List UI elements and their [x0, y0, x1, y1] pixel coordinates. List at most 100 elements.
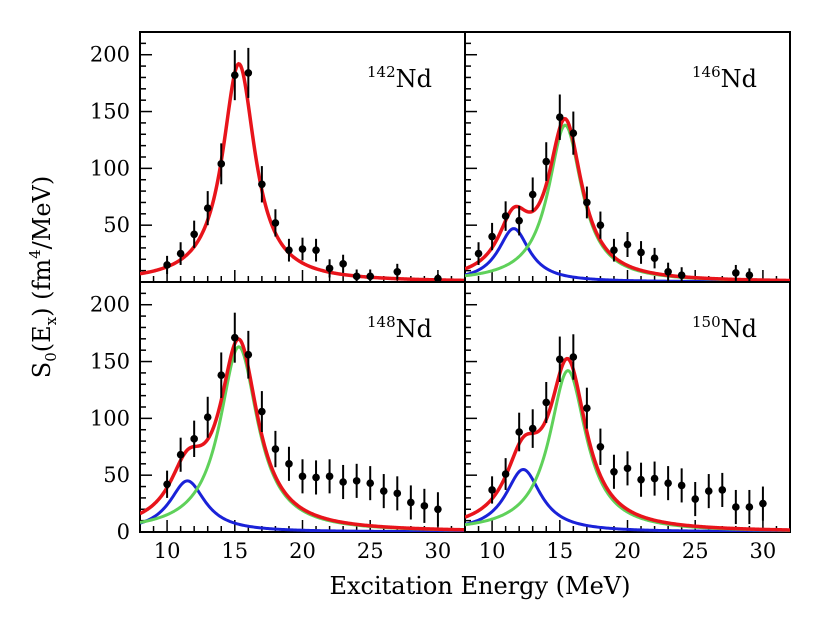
- data-point: [434, 274, 442, 283]
- x-tick-label: 10: [154, 539, 181, 563]
- data-point: [203, 413, 212, 422]
- nucleus-label: 142Nd: [367, 63, 432, 93]
- data-point: [393, 267, 402, 276]
- data-point: [285, 246, 293, 254]
- x-axis-title: Excitation Energy (MeV): [329, 572, 630, 600]
- fit-curves: [465, 116, 790, 282]
- data-point: [623, 240, 632, 249]
- data-point: [393, 489, 402, 498]
- data-point: [230, 333, 239, 342]
- x-tick-label: 10: [479, 539, 506, 563]
- data-point: [474, 249, 483, 258]
- data-point: [325, 472, 334, 481]
- data-point: [352, 272, 361, 281]
- data-point: [664, 267, 672, 276]
- data-point: [650, 254, 659, 262]
- y-tick-label: 150: [90, 350, 130, 374]
- data-point: [176, 450, 185, 459]
- y-tick-label: 50: [103, 213, 130, 237]
- fit-curves: [140, 337, 465, 532]
- data-point: [298, 245, 307, 253]
- data-point: [610, 467, 618, 476]
- data-point: [271, 219, 280, 227]
- data-point: [434, 505, 442, 514]
- data-point: [732, 503, 740, 511]
- data-point: [163, 261, 171, 269]
- data-point: [745, 271, 754, 279]
- data-point: [732, 269, 740, 277]
- data-point: [542, 398, 551, 407]
- data-point: [664, 479, 672, 487]
- nucleus-label: 146Nd: [692, 63, 757, 93]
- data-point: [691, 495, 700, 503]
- data-point: [501, 212, 510, 220]
- data-point: [366, 272, 375, 281]
- data-point: [583, 198, 591, 207]
- data-point: [217, 371, 226, 379]
- y-tick-label: 100: [90, 156, 130, 180]
- data-point: [718, 486, 727, 494]
- panel-146nd: 146Nd: [464, 31, 791, 283]
- total-fit-curve: [465, 356, 790, 532]
- data-point: [623, 464, 632, 473]
- main-component-curve: [140, 345, 465, 532]
- data-point: [596, 221, 605, 229]
- data-point: [271, 445, 280, 453]
- data-point: [515, 428, 523, 436]
- x-tick-label: 15: [221, 539, 248, 563]
- nucleus-label: 150Nd: [692, 313, 757, 343]
- panels-group: 142Nd 146Nd 148Nd 150Nd: [139, 31, 791, 533]
- data-point: [677, 271, 686, 279]
- data-point: [312, 473, 320, 482]
- data-point: [677, 481, 686, 490]
- data-point: [203, 204, 212, 212]
- x-tick-label: 25: [357, 539, 384, 563]
- data-point: [745, 503, 754, 511]
- data-point: [176, 249, 185, 258]
- data-point: [528, 424, 537, 433]
- x-tick-label: 15: [546, 539, 573, 563]
- data-point: [244, 69, 253, 77]
- data-point: [285, 460, 293, 468]
- data-point: [637, 475, 645, 484]
- data-point: [217, 160, 226, 168]
- data-point: [515, 216, 523, 225]
- y-tick-label: 200: [90, 43, 130, 67]
- data-point: [528, 190, 537, 199]
- data-point: [501, 470, 510, 478]
- data-point: [596, 442, 605, 451]
- data-point: [298, 472, 307, 481]
- data-point: [488, 232, 496, 241]
- x-tick-label: 20: [614, 539, 641, 563]
- x-tick-label: 25: [682, 539, 709, 563]
- data-point: [555, 113, 564, 122]
- data-point: [407, 498, 415, 507]
- data-point: [339, 478, 347, 486]
- y-axis-title: S0(Ex) (fm4/MeV): [26, 176, 60, 378]
- data-point: [704, 487, 713, 495]
- low-component-curve: [140, 479, 465, 532]
- fit-curves: [465, 356, 790, 532]
- panel-148nd: 148Nd: [139, 281, 466, 533]
- data-point: [488, 486, 496, 494]
- y-tick-label: 0: [117, 520, 130, 544]
- y-tick-label: 200: [90, 293, 130, 317]
- data-point: [163, 480, 171, 489]
- data-point: [312, 246, 320, 254]
- y-tick-label: 150: [90, 100, 130, 124]
- data-point: [230, 71, 239, 79]
- data-point: [379, 487, 388, 495]
- data-point: [339, 260, 347, 268]
- data-point: [583, 404, 591, 412]
- x-tick-label: 20: [289, 539, 316, 563]
- y-tick-label: 50: [103, 463, 130, 487]
- x-tick-labels: 10 15 20 25 30 10 15 20 25 30: [154, 539, 777, 563]
- main-component-curve: [465, 369, 790, 532]
- data-point: [637, 248, 645, 257]
- data-point: [555, 355, 564, 364]
- data-point: [190, 230, 198, 239]
- data-point: [366, 479, 375, 487]
- y-tick-labels: 200 150 100 50 200 150 100 50 0: [90, 43, 130, 544]
- y-tick-label: 100: [90, 406, 130, 430]
